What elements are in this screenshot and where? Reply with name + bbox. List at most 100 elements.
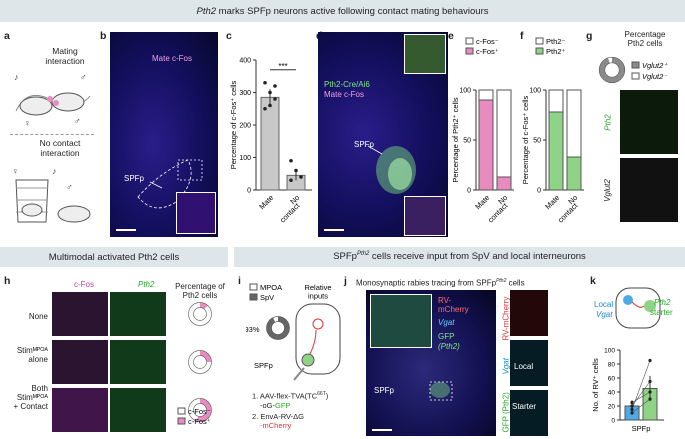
zoom-inset-b — [176, 192, 216, 234]
vgat-strip: Local — [510, 340, 548, 386]
i-donut-slice — [273, 316, 279, 323]
h-col-cfos: c-Fos — [74, 280, 94, 289]
h-img-cfos-stim — [52, 340, 108, 384]
pth2-label-j: (Pth2) — [438, 342, 460, 351]
g-legend-label: Vglut2⁻ — [642, 72, 668, 81]
h-donut-slice-outline — [188, 398, 212, 422]
svg-text:♂: ♂ — [66, 182, 73, 192]
k-point — [630, 407, 634, 412]
vglut2-image-label: Vglut2 — [602, 179, 612, 202]
k-pair-line — [631, 381, 651, 407]
i-step1: 1. AAV-flex-TVA(TC66T) -oG-GFP — [252, 391, 329, 410]
f-legend-label: Pth2⁻ — [546, 37, 565, 46]
e-bar-segment — [478, 89, 494, 101]
k-point — [630, 411, 634, 415]
k-point — [630, 400, 634, 405]
spfp-outline — [116, 159, 203, 231]
panel-letter-c: c — [226, 30, 232, 42]
svg-text:♪: ♪ — [14, 72, 19, 82]
k-point — [648, 390, 652, 394]
i-legend-swatch — [249, 283, 258, 291]
no-contact-cartoon: ♪ ♂ ♀ — [12, 166, 91, 223]
pth2-cre-ai6-image: Pth2-Cre/Ai6 Mate c-Fos SPFp — [318, 32, 448, 237]
k-ytick-label: 100 — [604, 348, 615, 355]
panel-letter-i: i — [238, 275, 241, 287]
c-point — [263, 80, 267, 85]
mate-cfos-title: Mate c-Fos — [152, 54, 193, 63]
k-ytick-label: 0 — [611, 418, 615, 425]
rv-mcherry-label: RV- mCherry — [438, 296, 469, 314]
e-bar-segment — [478, 99, 494, 191]
e-bar-segment — [496, 176, 512, 191]
g-legend-label: Vglut2⁺ — [642, 61, 668, 70]
pth2-cre-ai6-title: Pth2-Cre/Ai6 — [324, 80, 370, 89]
h-donut-slice-outline — [188, 302, 212, 326]
g-legend-swatch — [631, 61, 640, 69]
c-category-label: contact — [278, 200, 302, 224]
k-ylabel: No. of RV⁺ cells — [591, 358, 600, 412]
h-img-cfos-both — [52, 388, 108, 432]
f-bar-segment — [548, 89, 564, 113]
vglut2-image-g — [620, 158, 678, 222]
rabies-tracing-image: RV- mCherry Vgat GFP (Pth2) SPFp — [366, 290, 496, 436]
h-donut-slice-outline — [193, 307, 207, 321]
i-starter-node — [301, 353, 315, 367]
h-img-pth2-none — [110, 292, 166, 336]
i-donut-slice-outline — [271, 321, 285, 335]
c-point — [273, 84, 277, 88]
f-legend-label: Pth2⁺ — [546, 47, 565, 56]
k-point — [630, 404, 634, 408]
c-point — [289, 158, 293, 163]
h-donut-slice — [199, 302, 208, 310]
mating-interaction-label: Mating interaction — [45, 46, 85, 66]
h-row-stim-alone: Stimᴹᴾᴼᴬ alone — [16, 346, 48, 364]
gfp-side-label: GFP (Pth2) — [501, 392, 511, 433]
h-donut-slice — [188, 398, 201, 421]
c-point — [273, 97, 277, 101]
panel-letter-a: a — [4, 30, 10, 42]
mate-cfos-image: Mate c-Fos SPFp — [110, 32, 218, 237]
e-legend-swatch — [465, 47, 474, 55]
panel-letter-e: e — [448, 30, 454, 42]
h-donut-slice-outline — [193, 403, 207, 417]
i-donut-slice — [266, 316, 290, 340]
i-legend-label: SpV — [260, 293, 274, 302]
spfp-label: SPFp — [124, 174, 145, 183]
g-donut-slice-outline — [598, 56, 626, 84]
f-legend-swatch — [535, 47, 544, 55]
rv-mcherry-strip — [510, 290, 548, 336]
i-input-node — [312, 318, 324, 330]
c-point — [289, 178, 293, 183]
k-starter-label: starter — [650, 308, 673, 317]
h-img-cfos-none — [52, 292, 108, 336]
e-category-label: contact — [486, 200, 510, 224]
f-bar-segment — [566, 89, 582, 158]
i-brain-outline — [295, 303, 341, 375]
panel-letter-h: h — [4, 275, 11, 287]
spfp-label-j: SPFp — [374, 386, 395, 395]
k-xlabel: SPFp — [632, 424, 651, 433]
h-legend-label: c-Fos⁺ — [188, 417, 211, 426]
i-legend-label: MPOA — [260, 283, 282, 292]
k-point — [648, 379, 652, 384]
c-ytick-label: 0 — [247, 188, 251, 195]
k-vgat-label: Vgat — [596, 310, 613, 319]
k-pair-line — [631, 360, 651, 410]
pth2-image-g — [620, 90, 678, 154]
e-ytick-label: 50 — [463, 138, 471, 145]
i-legend-swatch — [249, 293, 258, 301]
f-ytick-label: 0 — [537, 188, 541, 195]
vglut2-donut-title: Percentage Pth2 cells — [624, 30, 666, 48]
h-col-pth2: Pth2 — [138, 280, 155, 289]
c-point — [268, 103, 272, 108]
h-donut-slice-outline — [193, 355, 207, 369]
panel-letter-b: b — [100, 30, 107, 42]
panel-letter-g: g — [586, 30, 593, 42]
i-arrow — [309, 329, 317, 355]
c-significance: *** — [278, 62, 287, 71]
i-node-label: SPFp — [254, 361, 273, 370]
gfp-label: GFP — [438, 332, 455, 341]
